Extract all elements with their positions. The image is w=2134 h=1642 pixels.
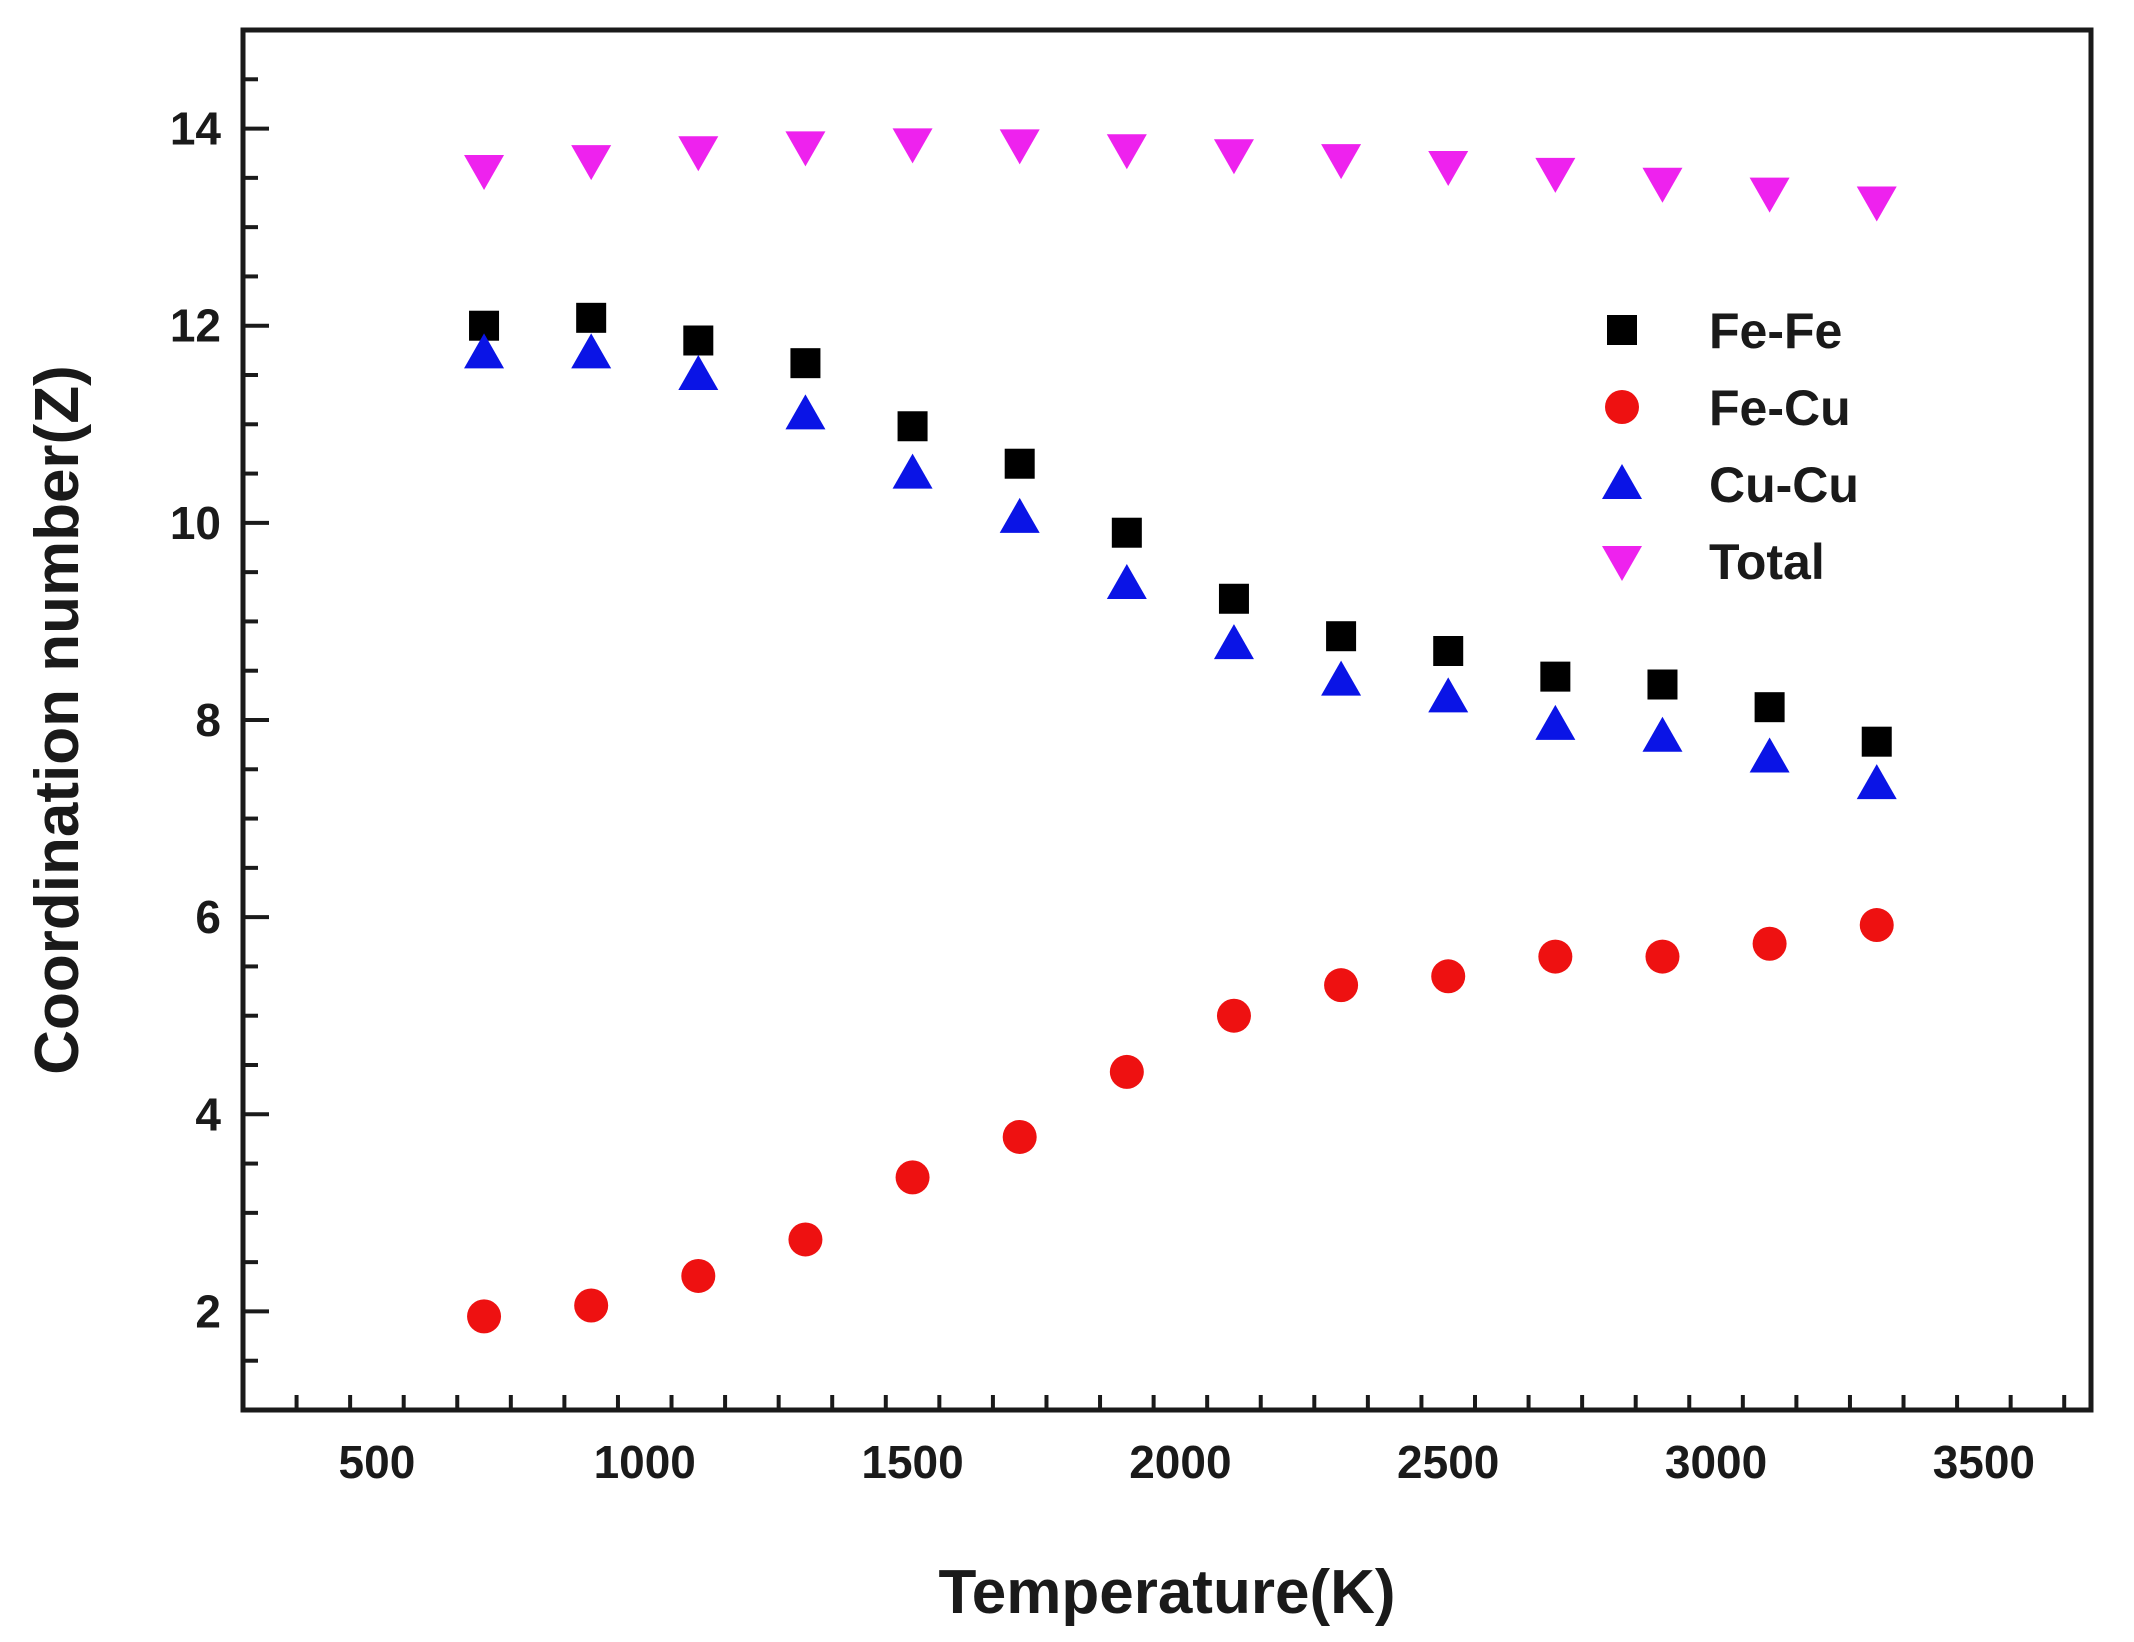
y-tick-label: 8 [195, 694, 221, 746]
data-point [576, 302, 607, 333]
data-point [1109, 1054, 1144, 1089]
data-point [1642, 167, 1683, 203]
series-fe-cu [467, 908, 1894, 1334]
data-point [1216, 998, 1251, 1033]
x-tick-label: 1000 [594, 1436, 696, 1488]
data-point [785, 394, 826, 430]
legend-label: Fe-Fe [1709, 303, 1842, 359]
legend-marker [1602, 546, 1642, 581]
x-axis-title: Temperature(K) [938, 1558, 1395, 1627]
data-point [1428, 151, 1469, 187]
data-point [788, 1222, 823, 1257]
data-point [678, 355, 719, 390]
legend: Fe-Fe Fe-Cu Cu-Cu Total [1602, 303, 1859, 590]
data-point [1321, 660, 1362, 696]
data-point [571, 145, 612, 181]
x-tick-label: 2500 [1397, 1436, 1499, 1488]
data-point [464, 333, 505, 369]
legend-marker [1605, 390, 1639, 424]
x-tick-label: 3500 [1933, 1436, 2035, 1488]
data-point [1106, 134, 1147, 170]
legend-label: Fe-Cu [1709, 380, 1851, 436]
data-point [1326, 621, 1357, 652]
data-point [1431, 959, 1466, 994]
legend-label: Cu-Cu [1709, 457, 1859, 513]
legend-marker [1607, 315, 1637, 345]
data-point [1856, 186, 1897, 222]
data-markers [464, 128, 1897, 1334]
data-point [1647, 669, 1678, 700]
data-point [785, 131, 826, 167]
data-point [999, 129, 1040, 165]
data-point [1642, 716, 1683, 752]
data-point [1856, 764, 1897, 800]
data-point [892, 128, 933, 164]
data-point [1859, 908, 1894, 943]
x-tick-label: 500 [339, 1436, 416, 1488]
y-axis-title: Coordination number(Z) [23, 365, 92, 1074]
y-tick-label: 12 [170, 300, 221, 352]
y-tick-label: 4 [195, 1088, 221, 1140]
data-point [1111, 517, 1142, 548]
data-point [464, 154, 505, 190]
x-tick-label: 2000 [1129, 1436, 1231, 1488]
data-point [892, 453, 933, 489]
data-point [1749, 737, 1790, 773]
y-axis-tick-labels: 2 4 6 8 10 12 14 [170, 103, 222, 1338]
data-point [467, 1299, 502, 1334]
data-point [1754, 692, 1785, 723]
data-point [1324, 968, 1359, 1003]
data-point [1538, 939, 1573, 974]
plot-frame [240, 27, 2094, 1413]
data-point [999, 497, 1040, 533]
y-tick-label: 2 [195, 1285, 221, 1337]
data-point [1535, 704, 1576, 740]
series-total [464, 128, 1897, 222]
data-point [1540, 661, 1571, 692]
data-point [1002, 1119, 1037, 1154]
data-point [681, 1258, 716, 1293]
series-cu-cu [464, 333, 1897, 800]
data-point [1861, 726, 1892, 757]
data-point [678, 136, 719, 172]
y-tick-label: 6 [195, 891, 221, 943]
data-point [574, 1288, 609, 1323]
data-point [1321, 144, 1362, 180]
data-point [1106, 563, 1147, 599]
y-axis-ticks [243, 28, 269, 1412]
y-tick-label: 14 [170, 103, 222, 155]
data-point [1433, 636, 1464, 666]
data-point [1004, 448, 1035, 479]
data-point [1213, 139, 1254, 175]
data-point [790, 348, 821, 379]
series-fe-fe [469, 302, 1892, 757]
data-point [571, 333, 612, 369]
x-tick-label: 3000 [1665, 1436, 1767, 1488]
legend-marker [1602, 464, 1642, 499]
data-point [1218, 583, 1249, 614]
data-point [1752, 926, 1787, 961]
data-point [1213, 624, 1254, 660]
x-tick-label: 1500 [861, 1436, 963, 1488]
legend-label: Total [1709, 534, 1825, 590]
x-axis-ticks [241, 1395, 2067, 1410]
data-point [895, 1160, 930, 1195]
data-point [1749, 177, 1790, 213]
data-point [1428, 677, 1469, 713]
data-point [897, 411, 928, 442]
data-point [1645, 939, 1680, 974]
x-axis-tick-labels: 500 1000 1500 2000 2500 3000 3500 [339, 1436, 2036, 1488]
data-point [1535, 157, 1576, 193]
data-point [683, 325, 714, 356]
y-tick-label: 10 [170, 497, 221, 549]
